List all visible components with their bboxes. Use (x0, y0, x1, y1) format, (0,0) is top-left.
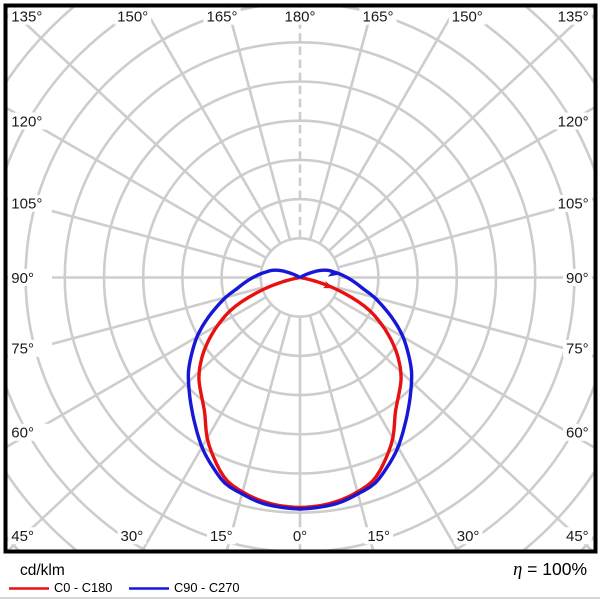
svg-text:60°: 60° (11, 425, 34, 442)
svg-text:30°: 30° (457, 528, 480, 545)
svg-text:C90 - C270: C90 - C270 (174, 580, 239, 595)
svg-text:0°: 0° (293, 528, 307, 545)
svg-text:15°: 15° (367, 528, 390, 545)
svg-text:30°: 30° (121, 528, 144, 545)
svg-text:120°: 120° (11, 113, 42, 130)
svg-text:165°: 165° (206, 9, 237, 26)
svg-text:45°: 45° (566, 528, 589, 545)
svg-text:135°: 135° (11, 9, 42, 26)
svg-text:45°: 45° (11, 528, 34, 545)
svg-text:90°: 90° (11, 270, 34, 287)
svg-text:150°: 150° (117, 9, 148, 26)
svg-text:180°: 180° (284, 9, 315, 26)
svg-text:150°: 150° (452, 9, 483, 26)
svg-text:105°: 105° (558, 196, 589, 213)
svg-text:90°: 90° (566, 270, 589, 287)
svg-text:105°: 105° (11, 196, 42, 213)
svg-text:60°: 60° (566, 425, 589, 442)
svg-text:75°: 75° (11, 341, 34, 358)
svg-text:75°: 75° (566, 341, 589, 358)
svg-text:η = 100%: η = 100% (513, 559, 587, 580)
svg-text:15°: 15° (210, 528, 233, 545)
svg-text:120°: 120° (558, 113, 589, 130)
svg-text:165°: 165° (362, 9, 393, 26)
svg-text:C0 - C180: C0 - C180 (54, 580, 112, 595)
svg-text:135°: 135° (558, 9, 589, 26)
svg-text:cd/klm: cd/klm (20, 562, 65, 579)
